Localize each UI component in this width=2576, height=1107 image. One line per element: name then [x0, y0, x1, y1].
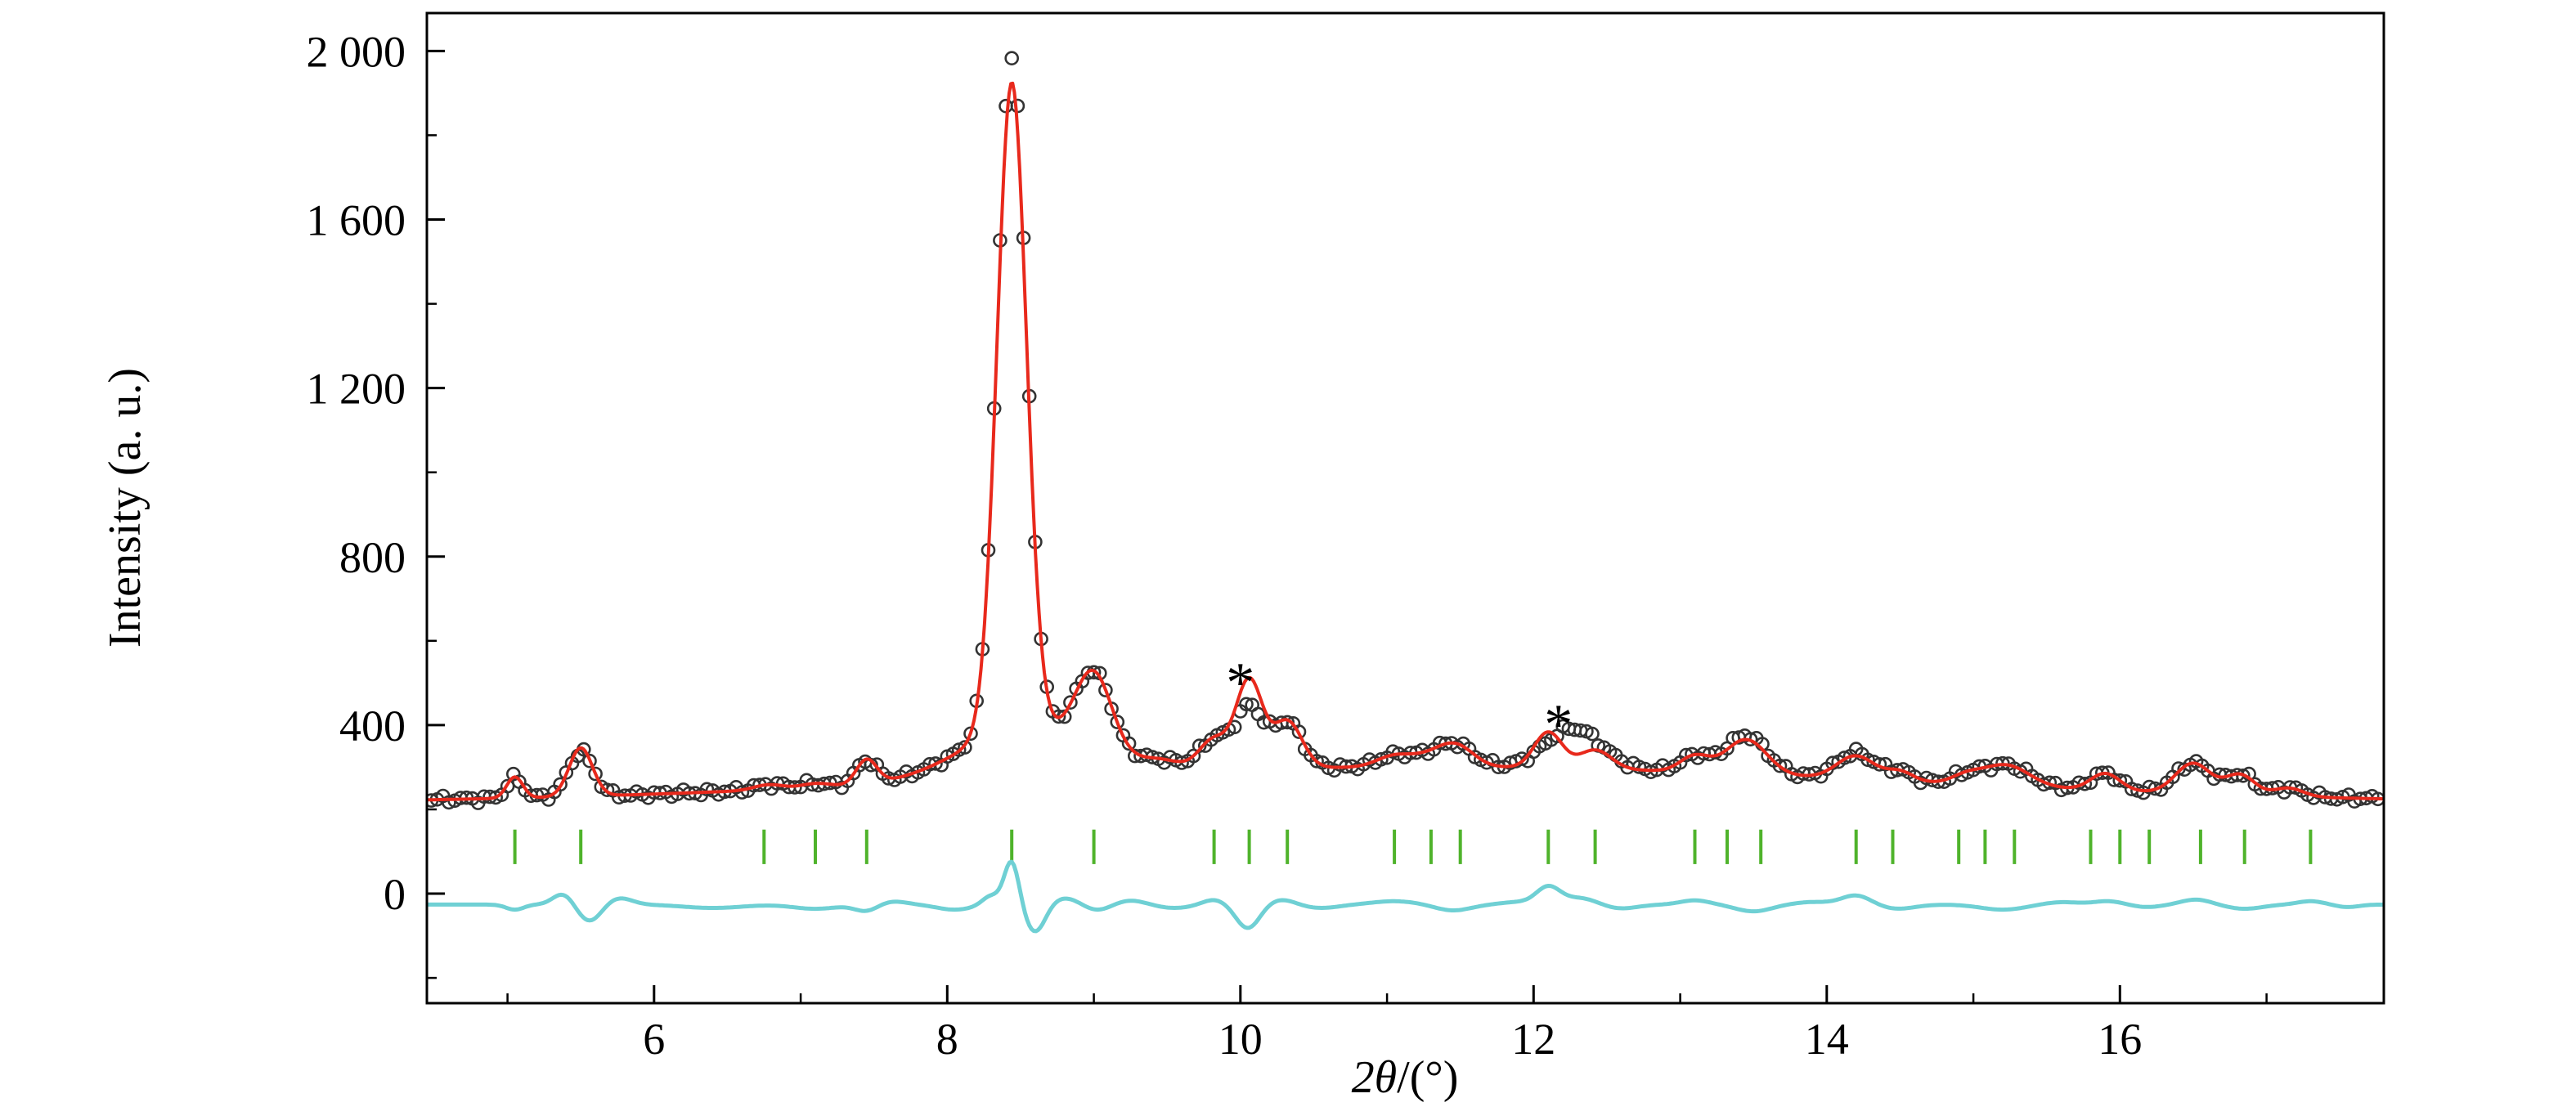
calculated-curve [427, 81, 2383, 802]
y-tick-label: 800 [339, 533, 406, 582]
y-axis-title-text: Intensity (a. u.) [100, 367, 150, 648]
difference-curve [427, 859, 2384, 934]
x-tick-label: 10 [1218, 1015, 1263, 1064]
impurity-asterisk: * [1226, 652, 1254, 715]
bragg-reflection-ticks [513, 829, 2313, 864]
calculated-path [427, 81, 2383, 802]
x-tick-label: 14 [1805, 1015, 1849, 1064]
y-tick-label: 1 600 [307, 196, 406, 245]
y-tick-label: 2 000 [307, 27, 406, 76]
plot-frame [425, 11, 2385, 1005]
y-axis-title: Intensity (a. u.) [99, 368, 151, 648]
x-tick-label: 12 [1511, 1015, 1555, 1064]
x-axis-title-units: /(°) [1397, 1052, 1459, 1103]
y-tick-label: 400 [339, 701, 406, 751]
axes: 6 8 10 12 14 16 0 400 800 1 200 1 600 2 000 [307, 11, 2385, 1064]
x-tick-label: 16 [2098, 1015, 2142, 1064]
y-tick-label: 1 200 [307, 365, 406, 414]
impurity-annotations: ** [1226, 652, 1573, 756]
impurity-asterisk: * [1544, 693, 1573, 756]
x-tick-label: 8 [936, 1015, 958, 1064]
x-axis-title-symbol: 2θ [1351, 1052, 1398, 1103]
x-axis-title: 2θ/(°) [1352, 1051, 1459, 1104]
difference-path [427, 859, 2384, 934]
x-tick-label: 6 [643, 1015, 665, 1064]
y-tick-label: 0 [384, 870, 406, 919]
